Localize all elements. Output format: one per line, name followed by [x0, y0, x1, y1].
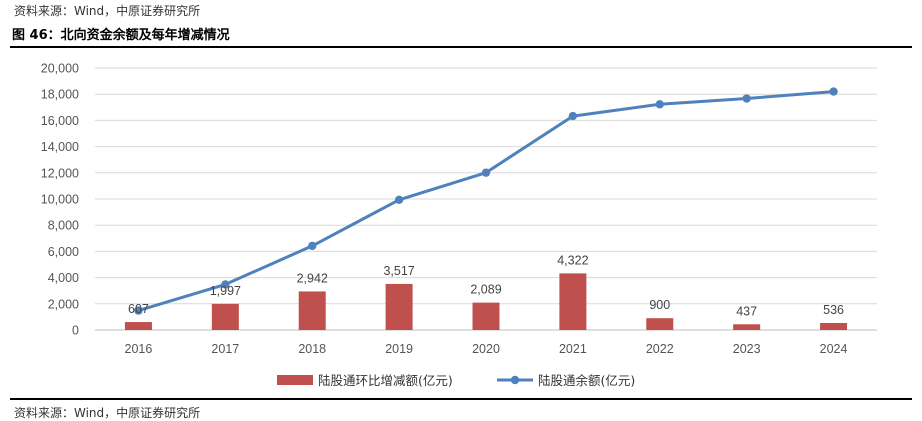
bar	[472, 302, 500, 330]
bar-data-label: 2,089	[470, 283, 501, 297]
y-tick-label: 2,000	[48, 297, 79, 311]
figure-title: 图 46：北向资金余额及每年增减情况	[12, 28, 230, 43]
bar-data-label: 536	[823, 303, 844, 317]
line-series	[134, 87, 838, 315]
bar	[820, 322, 848, 330]
line-point	[221, 280, 230, 289]
bar	[298, 291, 326, 330]
bar-data-label: 2,942	[297, 271, 328, 285]
line-point	[742, 94, 751, 103]
bar-data-label: 607	[128, 302, 149, 316]
line-point	[568, 111, 578, 121]
bar	[646, 318, 674, 330]
bottom-rule	[10, 398, 912, 400]
y-tick-label: 8,000	[48, 219, 79, 233]
legend-marker-line	[510, 375, 520, 385]
y-tick-label: 10,000	[41, 193, 79, 207]
y-tick-label: 20,000	[41, 62, 79, 76]
x-tick-label: 2021	[559, 342, 587, 356]
y-axis: 0 2,000 4,000 6,000 8,000 10,000 12,000 14,000 1…	[41, 62, 79, 338]
line-point	[655, 100, 664, 109]
x-tick-label: 2022	[646, 342, 674, 356]
y-tick-label: 0	[72, 324, 79, 338]
legend: 陆股通环比增减额(亿元) 陆股通余额(亿元)	[277, 373, 635, 388]
source-note-top: 资料来源：Wind，中原证券研究所	[14, 4, 201, 18]
bar	[211, 303, 239, 330]
x-tick-label: 2020	[472, 342, 500, 356]
bar-data-label: 900	[649, 298, 670, 312]
gridlines	[95, 67, 877, 305]
bar-data-label: 437	[736, 304, 757, 318]
bar-data-label: 4,322	[557, 253, 588, 267]
bar	[559, 273, 587, 330]
x-tick-label: 2016	[125, 342, 153, 356]
y-tick-label: 18,000	[41, 88, 79, 102]
y-tick-label: 14,000	[41, 140, 79, 154]
y-tick-label: 4,000	[48, 271, 79, 285]
x-tick-label: 2024	[820, 342, 848, 356]
y-tick-label: 16,000	[41, 114, 79, 128]
x-tick-label: 2023	[733, 342, 761, 356]
bar-series	[124, 273, 848, 330]
line-point	[481, 168, 491, 177]
legend-label-line: 陆股通余额(亿元)	[538, 373, 635, 388]
line-point	[134, 306, 143, 315]
bar	[385, 283, 413, 330]
top-rule	[10, 46, 912, 48]
x-tick-label: 2018	[298, 342, 326, 356]
legend-swatch-bar	[277, 375, 313, 385]
bar	[733, 324, 761, 330]
legend-label-bar: 陆股通环比增减额(亿元)	[318, 373, 453, 388]
line-point	[829, 87, 838, 96]
line-point	[394, 195, 404, 204]
data-labels: 607 1,997 2,942 3,517 2,089 4,322 900 437 536	[128, 253, 844, 318]
x-axis: 2016 2017 2018 2019 2020 2021 2022 2023 2024	[95, 329, 877, 356]
y-tick-label: 12,000	[41, 166, 79, 180]
bar-data-label: 3,517	[383, 264, 414, 278]
y-tick-label: 6,000	[48, 245, 79, 259]
source-note-bottom: 资料来源：Wind，中原证券研究所	[14, 406, 201, 420]
x-tick-label: 2017	[211, 342, 239, 356]
bar-data-label: 1,997	[210, 284, 241, 298]
x-tick-label: 2019	[385, 342, 413, 356]
bar	[124, 322, 152, 330]
line-point	[308, 241, 317, 251]
